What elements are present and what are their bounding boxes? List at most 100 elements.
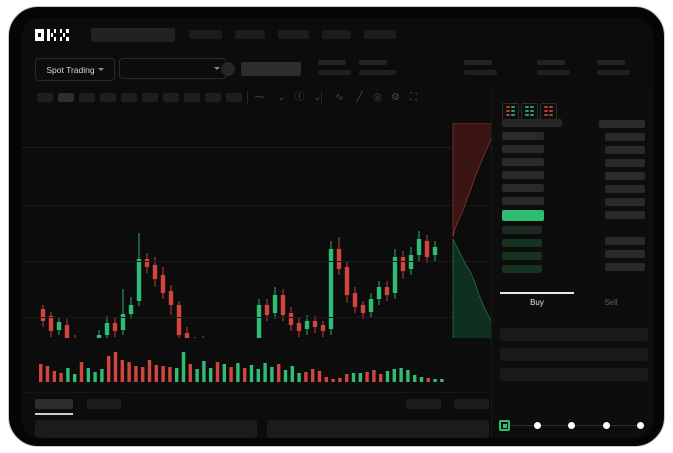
nav-item-3[interactable] (278, 30, 309, 39)
side-row-8 (605, 211, 645, 219)
candle-28 (256, 305, 262, 349)
onboarding-stepper[interactable] (499, 420, 649, 432)
bottom-action-2[interactable] (454, 399, 489, 409)
step-5[interactable] (637, 421, 644, 429)
tab-sell[interactable]: Sell (604, 298, 618, 307)
candle-10 (112, 323, 118, 331)
bid-row-4[interactable] (502, 265, 542, 273)
volume-bar-40 (304, 372, 308, 382)
timeframe-10[interactable] (226, 93, 242, 102)
bottom-tab-1[interactable] (35, 399, 73, 409)
ruler-icon[interactable]: ╱ (356, 92, 363, 103)
fullscreen-icon[interactable]: ⛶ (410, 92, 417, 103)
candle-1 (40, 309, 46, 321)
side-row-7 (605, 198, 645, 206)
stat-3-value (464, 70, 497, 75)
candle-42 (368, 299, 374, 312)
bottom-tab-1-underline (35, 413, 73, 415)
nav-item-2[interactable] (235, 30, 265, 39)
step-2[interactable] (533, 421, 541, 429)
search-input[interactable] (91, 28, 175, 42)
candle-12 (128, 305, 134, 314)
order-field-1[interactable] (500, 328, 648, 341)
candle-44 (384, 287, 390, 295)
bottom-panels (21, 418, 654, 438)
price-chart[interactable] (21, 109, 491, 349)
timeframe-9[interactable] (205, 93, 221, 102)
volume-bar-56 (413, 375, 417, 382)
dropdown-icon[interactable]: ⌄ (313, 92, 322, 103)
timeframe-6[interactable] (142, 93, 158, 102)
volume-bar-50 (372, 370, 376, 382)
spot-trading-selector[interactable]: Spot Trading (35, 58, 115, 81)
candlestick-series (40, 231, 438, 349)
volume-bar-39 (297, 373, 301, 382)
step-3[interactable] (568, 421, 575, 429)
line-chart-icon[interactable]: ∿ (335, 92, 344, 103)
toolbar-divider (321, 91, 322, 104)
ask-row-6[interactable] (502, 197, 544, 205)
nav-item-4[interactable] (322, 30, 351, 39)
volume-bar-58 (426, 378, 430, 382)
bid-row-3[interactable] (502, 252, 542, 260)
candle-30 (272, 295, 278, 313)
gridline-3 (21, 261, 491, 262)
timeframe-2[interactable] (58, 93, 74, 102)
camera-icon[interactable]: ◎ (373, 92, 382, 103)
order-field-3[interactable] (500, 368, 648, 381)
order-field-2[interactable] (500, 348, 648, 361)
candle-11 (120, 314, 126, 330)
stat-4-value (537, 70, 570, 75)
timeframe-4[interactable] (100, 93, 116, 102)
candle-50 (432, 247, 438, 255)
step-1[interactable] (499, 420, 510, 431)
step-4[interactable] (602, 421, 610, 429)
volume-bar-26 (209, 368, 213, 382)
volume-bar-24 (195, 369, 199, 382)
volume-bar-31 (243, 368, 247, 382)
timeframe-5[interactable] (121, 93, 137, 102)
tab-buy[interactable]: Buy (530, 298, 544, 307)
ask-row-2[interactable] (502, 145, 544, 153)
volume-bar-37 (283, 370, 288, 382)
volume-bar-16 (141, 367, 145, 382)
bottom-panel-left[interactable] (35, 420, 257, 438)
timeframe-8[interactable] (184, 93, 200, 102)
indicators-icon[interactable]: ⁓ (254, 92, 265, 103)
trading-pair-select[interactable] (119, 58, 227, 79)
ask-row-1[interactable] (502, 132, 544, 140)
okx-logo[interactable] (35, 29, 75, 42)
spot-trading-label: Spot Trading (46, 64, 95, 75)
bottom-tab-2[interactable] (87, 399, 121, 409)
orderbook-view-asks-icon[interactable] (540, 103, 557, 120)
orderbook-view-bids-icon[interactable] (521, 103, 538, 120)
chart-type-icon[interactable]: ⌄ (277, 92, 286, 103)
orderbook-spread-row[interactable] (502, 210, 544, 221)
volume-bar-30 (236, 363, 240, 382)
bottom-panel-right[interactable] (267, 420, 489, 438)
settings-icon[interactable]: ⚙ (391, 92, 400, 103)
stat-1-label (318, 60, 346, 65)
bid-row-2[interactable] (502, 239, 542, 247)
ask-row-5[interactable] (502, 184, 544, 192)
volume-bar-46 (345, 374, 349, 382)
nav-item-5[interactable] (364, 30, 396, 39)
timeframe-1[interactable] (37, 93, 53, 102)
side-row-4 (605, 159, 645, 167)
candle-style-icon[interactable]: Ⓘ (294, 92, 305, 103)
nav-item-1[interactable] (189, 30, 222, 39)
ask-row-3[interactable] (502, 158, 544, 166)
bid-row-1[interactable] (502, 226, 542, 234)
pair-name-placeholder (241, 62, 301, 76)
candle-14 (144, 259, 150, 267)
volume-bar-11 (107, 356, 111, 382)
candle-49 (424, 241, 430, 257)
orderbook-view-both-icon[interactable] (502, 103, 519, 120)
volume-bar-17 (147, 360, 152, 382)
bottom-action-1[interactable] (406, 399, 441, 409)
stat-1 (318, 60, 358, 75)
timeframe-3[interactable] (79, 93, 95, 102)
timeframe-7[interactable] (163, 93, 179, 102)
ask-row-4[interactable] (502, 171, 544, 179)
volume-bar-51 (379, 374, 383, 382)
